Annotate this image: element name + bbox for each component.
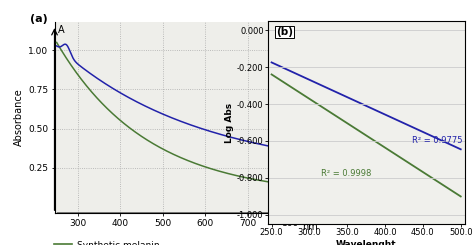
Legend: Synthetic melanin, Sepia melanin: Synthetic melanin, Sepia melanin xyxy=(54,241,159,245)
Text: (b): (b) xyxy=(276,27,292,37)
Text: nm: nm xyxy=(302,222,318,232)
Y-axis label: Log Abs: Log Abs xyxy=(225,102,234,143)
Text: A: A xyxy=(57,25,64,35)
Text: R² = 0.9775: R² = 0.9775 xyxy=(411,135,462,145)
Y-axis label: Absorbance: Absorbance xyxy=(14,89,24,147)
Text: R² = 0.9998: R² = 0.9998 xyxy=(321,169,371,178)
Text: (a): (a) xyxy=(30,14,47,24)
X-axis label: Wavelenght: Wavelenght xyxy=(336,240,396,245)
